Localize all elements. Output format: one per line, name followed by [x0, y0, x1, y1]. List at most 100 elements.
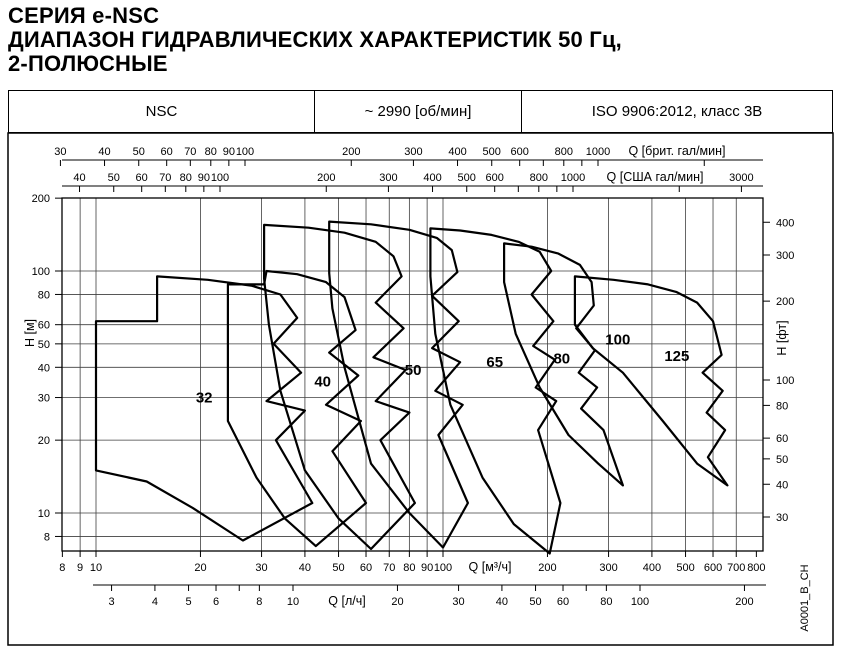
svg-text:60: 60 [360, 562, 372, 574]
svg-text:40: 40 [38, 362, 50, 374]
svg-text:200: 200 [317, 172, 335, 184]
size-envelopes: 32 40 50 65 80 100 125 [94, 220, 729, 555]
spec-table: NSC ~ 2990 [об/мин] ISO 9906:2012, класс… [8, 90, 833, 133]
page-title: СЕРИЯ e-NSC ДИАПАЗОН ГИДРАВЛИЧЕСКИХ ХАРА… [8, 4, 838, 76]
svg-text:8: 8 [59, 562, 65, 574]
svg-text:Q [брит. гал/мин]: Q [брит. гал/мин] [628, 144, 725, 158]
svg-text:100: 100 [32, 266, 50, 278]
svg-text:1000: 1000 [561, 172, 585, 184]
svg-text:300: 300 [379, 172, 397, 184]
svg-text:50: 50 [776, 454, 788, 466]
svg-text:3000: 3000 [729, 172, 753, 184]
svg-text:Q [л/ч]: Q [л/ч] [328, 594, 365, 608]
svg-text:80: 80 [180, 172, 192, 184]
envelope-label-80: 80 [553, 350, 570, 367]
svg-text:300: 300 [776, 250, 794, 262]
svg-text:Q [США гал/мин]: Q [США гал/мин] [607, 170, 704, 184]
svg-text:80: 80 [600, 596, 612, 608]
svg-text:200: 200 [342, 146, 360, 158]
drawing-code: A0001_B_CH [799, 564, 811, 631]
svg-text:600: 600 [511, 146, 529, 158]
svg-text:30: 30 [452, 596, 464, 608]
axis-right-head-ft: 400 300 200 100 80 60 50 40 30 Н [фт] [763, 217, 794, 524]
svg-text:70: 70 [383, 562, 395, 574]
svg-text:100: 100 [776, 375, 794, 387]
spec-standard: ISO 9906:2012, класс 3В [521, 91, 832, 132]
svg-text:90: 90 [421, 562, 433, 574]
svg-text:500: 500 [483, 146, 501, 158]
svg-text:9: 9 [77, 562, 83, 574]
envelope-32 [94, 275, 314, 542]
spec-speed: ~ 2990 [об/мин] [314, 91, 521, 132]
envelope-label-65: 65 [486, 354, 503, 371]
svg-text:200: 200 [32, 193, 50, 205]
svg-text:20: 20 [391, 596, 403, 608]
svg-text:200: 200 [538, 562, 556, 574]
envelope-65 [328, 220, 469, 549]
envelope-label-50: 50 [405, 362, 422, 379]
svg-text:400: 400 [423, 172, 441, 184]
svg-text:20: 20 [38, 435, 50, 447]
svg-text:50: 50 [38, 339, 50, 351]
envelope-label-125: 125 [664, 348, 689, 365]
svg-text:10: 10 [38, 508, 50, 520]
svg-text:500: 500 [458, 172, 476, 184]
svg-text:8: 8 [256, 596, 262, 608]
svg-text:60: 60 [38, 320, 50, 332]
svg-text:Q [м³/ч]: Q [м³/ч] [469, 560, 512, 574]
svg-text:600: 600 [486, 172, 504, 184]
svg-text:60: 60 [776, 433, 788, 445]
envelope-100 [503, 242, 624, 487]
axis-top-us-gpm: 40 50 60 70 80 90 100 200 300 400 500 600 800 1000 300… [62, 170, 763, 192]
svg-text:Н [фт]: Н [фт] [775, 320, 789, 355]
envelope-label-40: 40 [314, 373, 331, 390]
svg-text:400: 400 [448, 146, 466, 158]
svg-text:8: 8 [44, 531, 50, 543]
svg-text:30: 30 [776, 512, 788, 524]
svg-text:6: 6 [213, 596, 219, 608]
svg-text:80: 80 [776, 400, 788, 412]
svg-text:300: 300 [404, 146, 422, 158]
svg-text:30: 30 [38, 393, 50, 405]
svg-text:300: 300 [599, 562, 617, 574]
svg-text:60: 60 [161, 146, 173, 158]
axis-bottom-lps: 3 4 5 6 8 10 20 30 40 50 60 80 100 200 Q [л/ч] [93, 584, 766, 608]
svg-text:100: 100 [434, 562, 452, 574]
svg-text:70: 70 [184, 146, 196, 158]
svg-text:4: 4 [152, 596, 158, 608]
svg-text:30: 30 [255, 562, 267, 574]
axis-bottom-m3h: 8 9 10 20 30 40 50 60 70 80 90 100 200 300 400 500 600 70… [59, 551, 766, 574]
svg-text:40: 40 [776, 479, 788, 491]
svg-text:3: 3 [108, 596, 114, 608]
svg-text:50: 50 [529, 596, 541, 608]
svg-text:200: 200 [776, 296, 794, 308]
svg-text:50: 50 [108, 172, 120, 184]
svg-text:800: 800 [530, 172, 548, 184]
svg-text:600: 600 [704, 562, 722, 574]
svg-text:70: 70 [159, 172, 171, 184]
title-line-3: 2-ПОЛЮСНЫЕ [8, 51, 168, 76]
axis-top-imp-gpm: 30 40 50 60 70 80 90 100 200 300 400 500 600 800 1000 Q… [54, 144, 763, 166]
svg-text:50: 50 [133, 146, 145, 158]
svg-text:90: 90 [223, 146, 235, 158]
svg-text:40: 40 [98, 146, 110, 158]
svg-text:400: 400 [776, 217, 794, 229]
svg-text:100: 100 [211, 172, 229, 184]
svg-text:10: 10 [287, 596, 299, 608]
svg-text:20: 20 [194, 562, 206, 574]
title-line-1: СЕРИЯ e-NSC [8, 3, 160, 28]
svg-text:1000: 1000 [586, 146, 610, 158]
axis-left-head-m: 200 100 80 60 50 40 30 20 10 8 Н [м] [23, 193, 62, 543]
svg-text:800: 800 [555, 146, 573, 158]
envelope-label-100: 100 [605, 332, 630, 349]
svg-text:10: 10 [90, 562, 102, 574]
svg-text:40: 40 [496, 596, 508, 608]
svg-text:80: 80 [38, 289, 50, 301]
svg-text:90: 90 [198, 172, 210, 184]
svg-text:800: 800 [747, 562, 765, 574]
envelope-50 [263, 223, 416, 551]
envelope-label-32: 32 [196, 390, 213, 407]
svg-text:500: 500 [676, 562, 694, 574]
svg-text:80: 80 [403, 562, 415, 574]
